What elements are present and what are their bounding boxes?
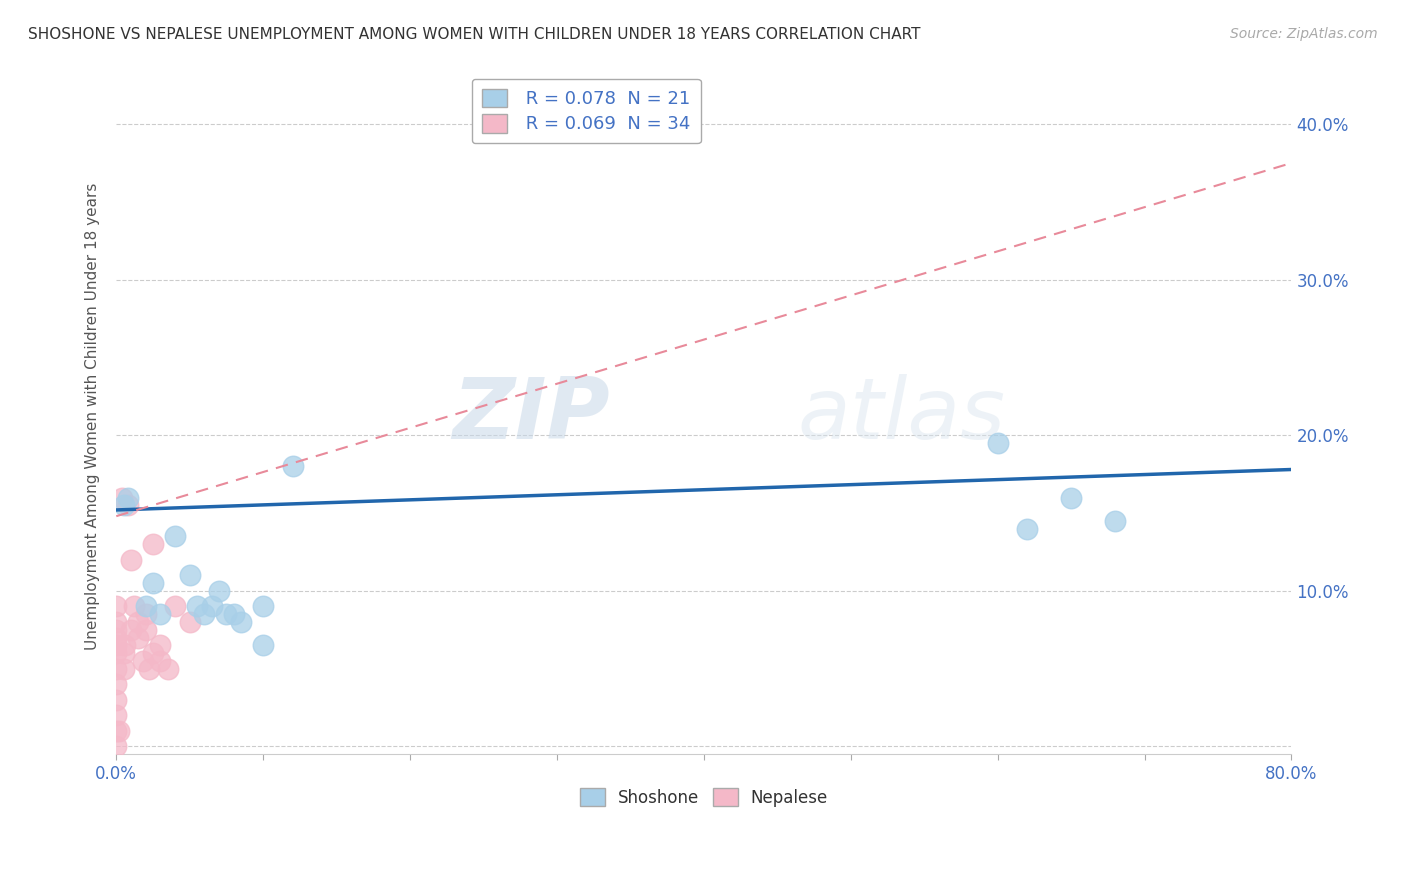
- Point: [105, 615, 128, 629]
- Point: [208, 583, 231, 598]
- Point: [215, 607, 238, 622]
- Point: [108, 723, 131, 738]
- Point: [132, 654, 155, 668]
- Point: [117, 491, 139, 505]
- Point: [163, 599, 186, 614]
- Point: [987, 436, 1010, 450]
- Point: [135, 623, 157, 637]
- Point: [1060, 491, 1083, 505]
- Text: SHOSHONE VS NEPALESE UNEMPLOYMENT AMONG WOMEN WITH CHILDREN UNDER 18 YEARS CORRE: SHOSHONE VS NEPALESE UNEMPLOYMENT AMONG …: [28, 27, 921, 42]
- Legend: Shoshone, Nepalese: Shoshone, Nepalese: [574, 781, 835, 814]
- Text: Source: ZipAtlas.com: Source: ZipAtlas.com: [1230, 27, 1378, 41]
- Point: [105, 638, 128, 652]
- Point: [112, 498, 135, 512]
- Point: [105, 677, 128, 691]
- Point: [186, 599, 208, 614]
- Point: [105, 692, 128, 706]
- Point: [135, 599, 157, 614]
- Point: [149, 607, 172, 622]
- Point: [142, 646, 165, 660]
- Point: [201, 599, 224, 614]
- Point: [105, 623, 128, 637]
- Point: [112, 662, 135, 676]
- Point: [111, 491, 134, 505]
- Point: [112, 646, 135, 660]
- Point: [114, 638, 136, 652]
- Point: [105, 723, 128, 738]
- Point: [193, 607, 215, 622]
- Point: [105, 708, 128, 723]
- Point: [105, 662, 128, 676]
- Point: [120, 553, 142, 567]
- Point: [105, 646, 128, 660]
- Point: [222, 607, 245, 622]
- Point: [142, 576, 165, 591]
- Point: [127, 631, 149, 645]
- Text: atlas: atlas: [797, 375, 1005, 458]
- Point: [156, 662, 179, 676]
- Point: [281, 459, 304, 474]
- Point: [149, 654, 172, 668]
- Point: [105, 631, 128, 645]
- Point: [149, 638, 172, 652]
- Point: [138, 662, 160, 676]
- Point: [120, 623, 142, 637]
- Point: [1015, 522, 1038, 536]
- Point: [105, 739, 128, 754]
- Point: [1104, 514, 1126, 528]
- Point: [105, 599, 128, 614]
- Point: [142, 537, 165, 551]
- Point: [179, 615, 201, 629]
- Point: [163, 529, 186, 543]
- Point: [231, 615, 253, 629]
- Point: [135, 607, 157, 622]
- Point: [122, 599, 145, 614]
- Point: [127, 615, 149, 629]
- Text: ZIP: ZIP: [453, 375, 610, 458]
- Point: [179, 568, 201, 582]
- Point: [117, 498, 139, 512]
- Point: [252, 638, 274, 652]
- Y-axis label: Unemployment Among Women with Children Under 18 years: Unemployment Among Women with Children U…: [86, 182, 100, 649]
- Point: [252, 599, 274, 614]
